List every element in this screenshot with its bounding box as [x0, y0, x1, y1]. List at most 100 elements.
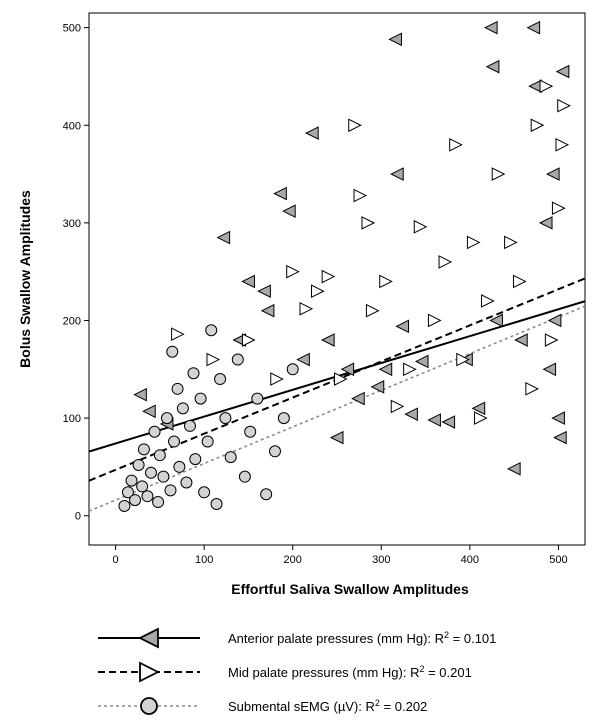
data-point — [507, 462, 521, 476]
data-point — [299, 301, 314, 316]
data-point — [481, 294, 495, 308]
data-point — [305, 126, 319, 140]
data-point — [260, 303, 275, 318]
data-point — [370, 380, 385, 394]
data-point — [449, 137, 463, 152]
legend-r2-superscript: 2 — [375, 698, 380, 708]
data-point — [456, 352, 470, 367]
data-point — [551, 411, 565, 425]
data-point — [390, 167, 404, 181]
data-point — [164, 484, 177, 497]
legend-label: Mid palate pressures (mm Hg): R2 = 0.201 — [228, 664, 472, 680]
data-point — [141, 490, 154, 503]
data-point — [491, 167, 506, 181]
data-point — [321, 333, 335, 347]
data-point — [171, 382, 184, 395]
data-point — [286, 363, 299, 376]
data-point — [176, 402, 189, 415]
data-point — [526, 20, 541, 35]
data-point — [189, 453, 202, 466]
data-point — [404, 407, 418, 422]
data-point — [142, 404, 156, 419]
data-point — [353, 188, 368, 203]
data-point — [547, 313, 562, 328]
data-point — [187, 367, 200, 380]
data-point — [148, 425, 161, 438]
data-point — [286, 264, 300, 279]
data-point — [514, 333, 528, 347]
data-point — [471, 401, 486, 416]
data-point — [171, 327, 185, 341]
data-point — [361, 216, 376, 230]
data-point — [544, 333, 559, 347]
y-tick-label: 500 — [63, 23, 81, 35]
x-tick-label: 200 — [284, 554, 302, 566]
legend-series-name: Submental sEMG (µV): — [228, 699, 366, 714]
data-point — [216, 230, 231, 245]
data-point — [538, 216, 553, 230]
data-point — [269, 445, 281, 458]
x-tick-label: 0 — [113, 554, 119, 566]
data-point — [504, 235, 518, 250]
data-point — [129, 494, 142, 507]
data-point — [152, 496, 165, 509]
y-tick-label: 100 — [63, 413, 81, 425]
data-point — [551, 201, 566, 216]
data-point — [427, 413, 441, 427]
legend-r2-label: R — [435, 631, 444, 646]
data-point — [321, 269, 336, 284]
data-markers — [118, 20, 571, 512]
data-point — [379, 274, 393, 289]
data-point — [282, 204, 296, 218]
data-point — [198, 486, 211, 499]
legend-label: Submental sEMG (µV): R2 = 0.202 — [228, 698, 427, 714]
data-point — [441, 415, 456, 429]
data-point — [351, 391, 365, 406]
data-point — [121, 486, 134, 499]
data-point — [241, 333, 256, 347]
legend-marker — [137, 627, 159, 649]
x-tick-label: 300 — [372, 554, 390, 566]
data-point — [296, 352, 310, 367]
x-axis-title: Effortful Saliva Swallow Amplitudes — [231, 581, 469, 597]
data-point — [133, 387, 147, 402]
data-point — [329, 430, 344, 445]
data-point — [118, 499, 131, 512]
data-point — [555, 137, 570, 152]
data-point — [483, 20, 498, 35]
data-point — [136, 480, 149, 493]
y-tick-label: 200 — [63, 315, 81, 327]
data-point — [530, 118, 545, 133]
data-point — [166, 345, 179, 358]
data-point — [525, 382, 539, 396]
legend-series-name: Anterior palate pressures (mm Hg): — [228, 631, 435, 646]
data-point — [219, 412, 232, 425]
data-point — [557, 98, 571, 113]
legend-r2-superscript: 2 — [444, 630, 449, 640]
data-point — [512, 274, 527, 289]
data-point — [539, 79, 554, 94]
data-point — [132, 458, 145, 471]
data-point — [395, 319, 410, 334]
data-point — [224, 451, 237, 464]
y-tick-label: 300 — [63, 218, 81, 230]
data-point — [365, 303, 380, 318]
legend-r2-superscript: 2 — [419, 664, 424, 674]
data-point — [427, 313, 442, 328]
legend: Anterior palate pressures (mm Hg): R2 = … — [98, 627, 496, 715]
data-point — [485, 59, 500, 74]
data-point — [390, 399, 405, 414]
data-point — [231, 353, 244, 366]
data-point — [388, 32, 402, 47]
data-point — [168, 435, 181, 448]
legend-series-name: Mid palate pressures (mm Hg): — [228, 665, 410, 680]
data-point — [334, 372, 348, 386]
plot-frame — [88, 12, 586, 546]
data-point — [238, 470, 251, 483]
legend-r2-value: = 0.202 — [380, 699, 427, 714]
data-point — [183, 419, 196, 432]
legend-r2-value: = 0.201 — [424, 665, 471, 680]
y-tick-label: 400 — [63, 120, 81, 132]
data-point — [210, 498, 223, 511]
data-point — [466, 235, 481, 250]
